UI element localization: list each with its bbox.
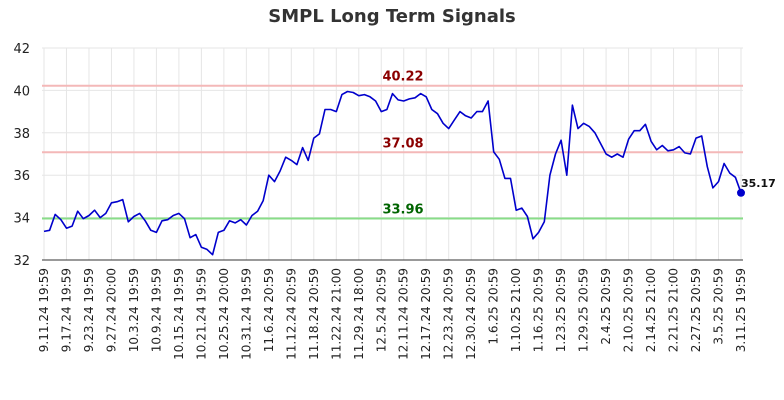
x-tick-label: 10.3.24 19:59 (127, 268, 141, 352)
y-tick-label: 36 (13, 169, 30, 184)
x-tick-label: 11.22.24 21:00 (329, 268, 343, 360)
y-tick-label: 42 (13, 42, 30, 57)
series-line (43, 90, 742, 256)
x-tick-label: 2.27.25 20:59 (689, 268, 703, 352)
x-tick-label: 3.5.25 20:59 (712, 268, 726, 345)
x-tick-label: 10.31.24 19:59 (239, 268, 253, 360)
x-tick-label: 12.17.24 20:59 (419, 268, 433, 360)
x-tick-label: 9.23.24 19:59 (82, 268, 96, 352)
x-tick-label: 10.21.24 19:59 (194, 268, 208, 360)
y-tick-label: 38 (13, 127, 30, 142)
labels: 32 34 36 38 40 42 9.11.24 19:59 9.17.24 19:59 9.… (13, 42, 775, 360)
grid (42, 47, 743, 261)
reference-line-label: 33.96 (382, 202, 423, 217)
x-tick-label: 3.11.25 19:59 (734, 268, 748, 352)
x-tick-label: 10.25.24 20:00 (217, 268, 231, 360)
last-value-label: 35.17 (741, 177, 776, 190)
x-tick-label: 9.17.24 19:59 (59, 268, 73, 352)
x-tick-label: 11.18.24 20:59 (307, 268, 321, 360)
reference-line-label: 37.08 (382, 136, 423, 151)
x-tick-label: 12.23.24 20:59 (442, 268, 456, 360)
reference-lines (42, 84, 743, 220)
x-tick-label: 1.6.25 20:59 (487, 268, 501, 345)
series (43, 90, 745, 256)
x-tick-label: 2.14.25 21:00 (644, 268, 658, 352)
x-tick-label: 1.16.25 20:59 (532, 268, 546, 352)
x-tick-label: 9.27.24 20:00 (104, 268, 118, 352)
x-tick-label: 1.23.25 20:59 (554, 268, 568, 352)
x-tick-label: 11.6.24 20:59 (262, 268, 276, 352)
x-tick-label: 2.10.25 20:59 (622, 268, 636, 352)
x-tick-label: 10.15.24 19:59 (172, 268, 186, 360)
x-tick-label: 12.11.24 20:59 (397, 268, 411, 360)
x-tick-label: 11.29.24 18:00 (352, 268, 366, 360)
chart-title: SMPL Long Term Signals (268, 6, 516, 27)
y-tick-label: 40 (13, 84, 30, 99)
x-tick-label: 10.9.24 19:59 (149, 268, 163, 352)
x-tick-label: 1.10.25 21:00 (509, 268, 523, 352)
reference-line-label: 40.22 (382, 70, 423, 85)
x-tick-label: 11.12.24 20:59 (284, 268, 298, 360)
y-tick-label: 34 (13, 212, 30, 227)
x-tick-label: 12.30.24 20:59 (464, 268, 478, 360)
y-tick-label: 32 (13, 254, 30, 269)
x-tick-label: 1.29.25 20:59 (577, 268, 591, 352)
x-tick-label: 2.4.25 20:59 (599, 268, 613, 345)
x-tick-label: 9.11.24 19:59 (37, 268, 51, 352)
x-tick-label: 2.21.25 21:00 (667, 268, 681, 352)
last-point-marker (737, 188, 745, 197)
x-tick-label: 12.5.24 20:59 (374, 268, 388, 352)
